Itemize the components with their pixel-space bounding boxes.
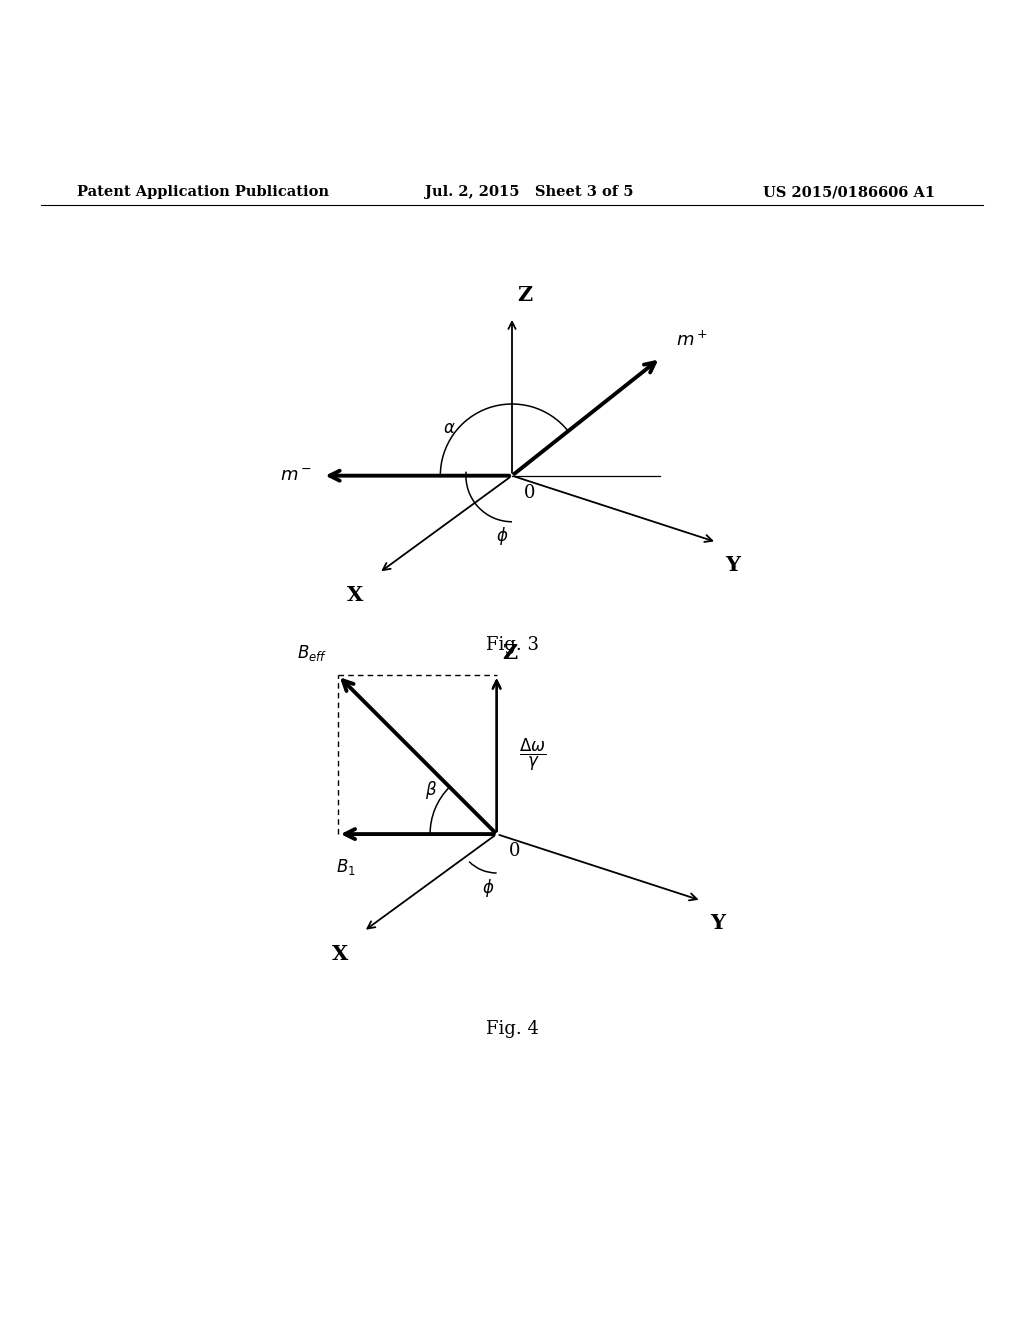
Text: $\mathit{m}^-$: $\mathit{m}^-$ [281,467,312,484]
Text: $\beta$: $\beta$ [425,779,437,801]
Text: Z: Z [517,285,532,305]
Text: $\phi$: $\phi$ [496,525,508,546]
Text: Y: Y [710,913,725,933]
Text: Z: Z [502,643,517,663]
Text: $\phi$: $\phi$ [482,876,495,899]
Text: 0: 0 [524,484,536,502]
Text: $B_1$: $B_1$ [336,857,356,876]
Text: X: X [347,585,364,606]
Text: $\dfrac{\Delta\omega}{\gamma}$: $\dfrac{\Delta\omega}{\gamma}$ [519,737,547,772]
Text: 0: 0 [509,842,520,861]
Text: Fig. 3: Fig. 3 [485,636,539,653]
Text: Patent Application Publication: Patent Application Publication [77,185,329,199]
Text: US 2015/0186606 A1: US 2015/0186606 A1 [763,185,935,199]
Text: $\mathit{m}^+$: $\mathit{m}^+$ [676,330,708,350]
Text: $\alpha$: $\alpha$ [443,420,456,437]
Text: $B_{eff}$: $B_{eff}$ [297,643,328,663]
Text: Fig. 4: Fig. 4 [485,1019,539,1038]
Text: Y: Y [725,554,740,574]
Text: X: X [332,944,348,964]
Text: Jul. 2, 2015   Sheet 3 of 5: Jul. 2, 2015 Sheet 3 of 5 [425,185,634,199]
